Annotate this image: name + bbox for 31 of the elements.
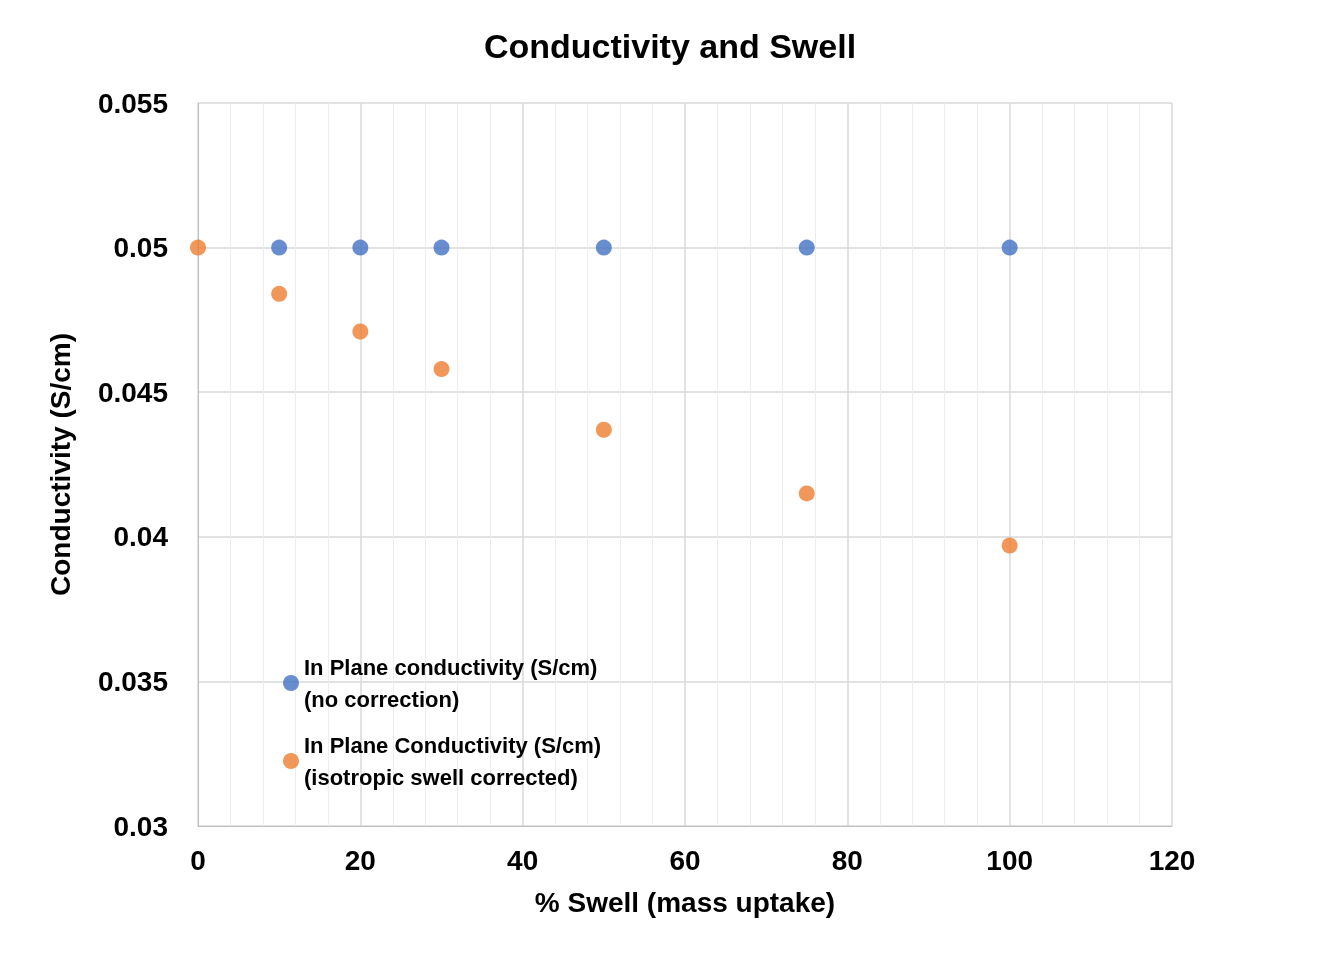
x-tick-label: 20	[344, 844, 376, 876]
point	[352, 239, 369, 256]
point	[1001, 239, 1018, 256]
y-tick-label: 0.03	[113, 810, 168, 842]
point	[190, 239, 206, 256]
x-tick-label: 60	[669, 844, 701, 876]
point	[798, 485, 815, 502]
x-tick-label: 80	[831, 844, 863, 876]
x-tick-label: 120	[1148, 844, 1196, 876]
point	[1001, 537, 1018, 554]
point	[271, 239, 288, 256]
point	[433, 361, 450, 378]
point	[595, 421, 612, 438]
point	[798, 239, 815, 256]
legend-label: In Plane conductivity (S/cm) (no correction)	[304, 654, 604, 712]
x-tick-label: 100	[986, 844, 1034, 876]
y-tick-label: 0.055	[97, 87, 168, 119]
point	[433, 239, 450, 256]
legend-label: In Plane Conductivity (S/cm) (isotropic swell corrected)	[304, 732, 608, 790]
point	[352, 323, 369, 340]
x-tick-label: 40	[507, 844, 539, 876]
y-tick-label: 0.045	[97, 376, 168, 408]
chart-title: Conductivity and Swell	[483, 27, 857, 65]
y-axis-title: Conductivity (S/cm)	[44, 333, 76, 596]
x-axis-title: % Swell (mass uptake)	[534, 886, 836, 918]
x-tick-label: 0	[190, 844, 206, 876]
point	[595, 239, 612, 256]
y-tick-label: 0.035	[97, 665, 168, 697]
y-tick-label: 0.05	[113, 232, 168, 264]
y-tick-label: 0.04	[113, 521, 169, 553]
point	[271, 285, 288, 302]
